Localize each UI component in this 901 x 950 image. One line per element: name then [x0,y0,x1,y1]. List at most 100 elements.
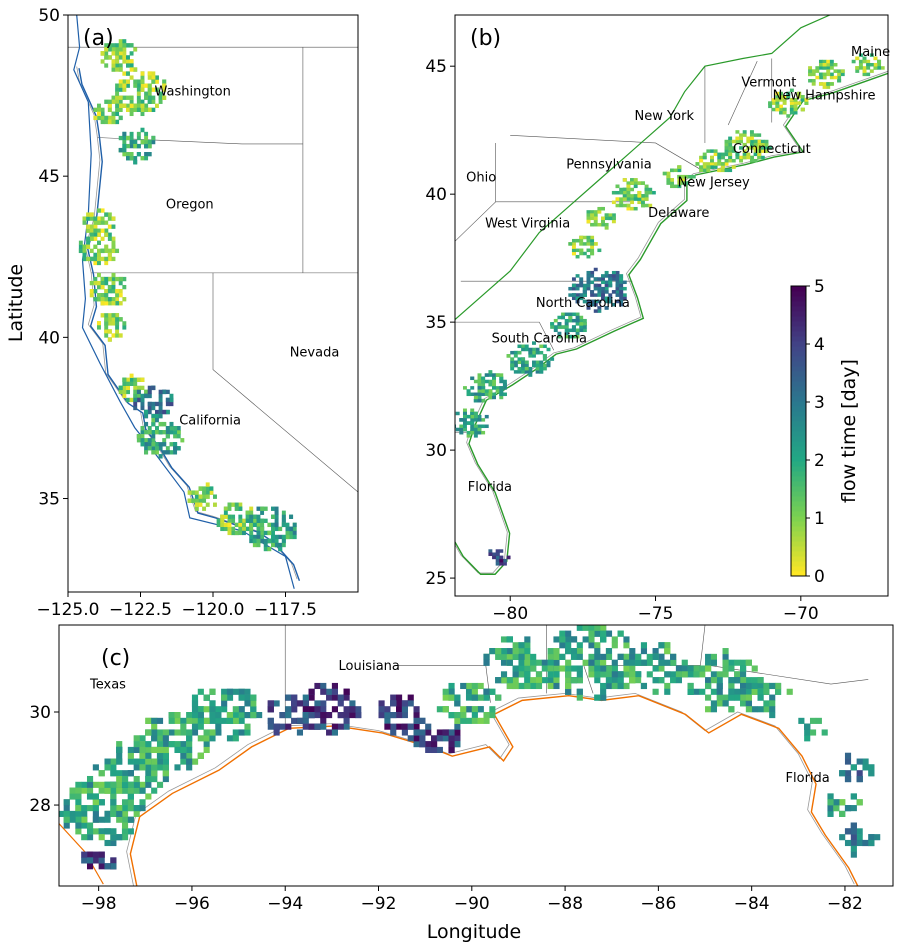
flow-time-cell [850,851,857,858]
flow-time-cell [565,677,572,684]
flow-time-cell [238,694,245,701]
flow-time-cell [705,706,712,713]
x-tick-label: −88 [547,894,583,914]
flow-time-cell [535,682,543,690]
flow-time-cell [615,286,620,291]
flow-time-cell [116,758,123,765]
y-tick-label: 40 [425,185,447,205]
flow-time-cell [797,91,802,96]
flow-time-cell [809,729,817,736]
flow-time-cell [186,746,193,754]
flow-time-cell [126,71,130,76]
flow-time-cell [86,216,91,221]
flow-time-cell [492,395,496,400]
flow-time-cell [151,401,156,407]
flow-time-cell [597,206,602,211]
flow-time-cell [86,822,94,829]
flow-time-cell [630,178,635,182]
flow-time-cell [107,321,112,326]
flow-time-cell [604,213,609,217]
flow-time-cell [197,735,204,742]
flow-time-cell [850,845,857,852]
flow-time-cell [862,839,869,847]
flow-time-cell [158,446,163,451]
flow-time-cell [706,149,711,153]
flow-time-cell [234,502,239,507]
flow-time-cell [81,851,88,858]
flow-time-cell [121,787,129,794]
flow-time-cell [716,694,723,701]
flow-time-cell [63,816,70,823]
flow-time-cell [86,828,94,835]
flow-time-cell [502,558,507,563]
flow-time-cell [593,293,598,297]
flow-time-cell [833,69,838,73]
colorbar-segment [791,376,806,382]
y-tick-label: 35 [425,313,447,333]
flow-time-cell [874,834,881,841]
flow-time-cell [203,741,210,748]
flow-time-cell [215,723,222,730]
flow-time-cell [495,389,500,393]
flow-time-cell [815,66,820,70]
flow-time-cell [337,712,344,719]
flow-time-cell [576,688,583,695]
flow-time-cell [746,136,751,141]
map-area [59,625,881,886]
flow-time-cell [623,671,630,678]
flow-time-cell [557,315,562,320]
flow-time-cell [249,522,254,528]
flow-time-cell [575,274,580,278]
flow-time-cell [822,82,827,86]
flow-time-cell [705,665,712,672]
flow-time-cell [604,222,609,227]
flow-time-cell [256,506,261,511]
flow-time-cell [705,653,712,660]
flow-time-cell [122,103,127,108]
flow-time-cell [308,712,315,719]
flow-time-cell [209,490,214,495]
flow-time-cell [868,764,875,771]
flow-time-cell [107,216,112,221]
flow-time-cell [122,83,127,88]
flow-time-cell [635,659,642,666]
flow-time-cell [619,280,624,285]
flow-time-cell [666,178,671,182]
flow-time-cell [147,409,152,415]
flow-time-cell [296,717,304,724]
flow-time-cell [588,636,595,643]
flow-time-cell [702,152,707,157]
flow-time-cell [158,405,163,411]
flow-time-cell [118,79,123,84]
flow-time-cell [553,659,560,666]
flow-time-cell [110,770,117,777]
flow-time-cell [760,155,765,160]
flow-time-cell [611,665,618,672]
flow-time-cell [121,775,129,783]
flow-time-cell [260,534,265,540]
flow-time-cell [104,810,111,817]
flow-time-cell [118,293,123,298]
coastline [129,694,859,886]
flow-time-cell [623,659,630,666]
flow-time-cell [238,688,245,695]
flow-time-cell [571,242,576,246]
flow-time-cell [789,88,794,93]
flow-time-cell [249,510,254,515]
flow-time-cell [115,55,120,60]
flow-time-cell [746,152,751,157]
flow-time-cell [532,347,536,352]
flow-time-cell [121,799,129,806]
flow-time-cell [118,280,123,286]
flow-time-cell [749,139,754,144]
flow-time-cell [571,283,576,288]
flow-time-cell [757,139,762,144]
flow-time-cell [611,200,616,205]
flow-time-cell [499,392,504,397]
flow-time-cell [127,781,134,788]
flow-time-cell [115,333,120,338]
flow-time-cell [582,299,587,304]
flow-time-cell [862,764,869,771]
flow-time-cell [477,379,482,384]
